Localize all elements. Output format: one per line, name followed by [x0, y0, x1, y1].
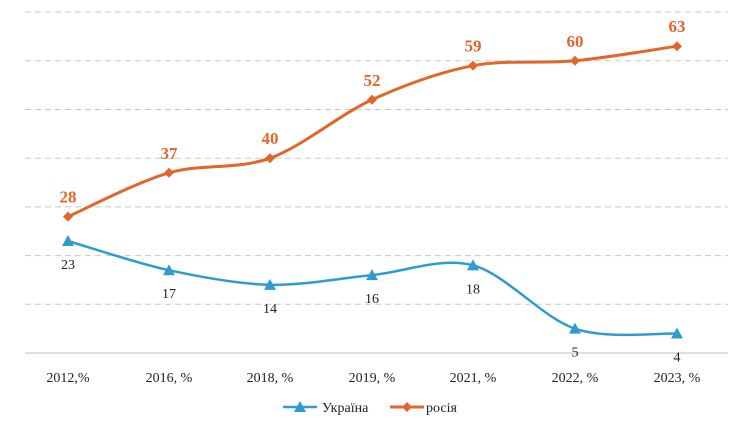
series-line-ukraine: [66, 239, 679, 337]
data-point-russia: [570, 55, 580, 66]
data-point-ukraine: [671, 327, 683, 339]
data-label-ukraine: 16: [365, 292, 379, 307]
x-tick-label: 2022, %: [552, 371, 599, 386]
x-tick-label: 2019, %: [349, 371, 396, 386]
data-label-ukraine: 14: [263, 302, 277, 317]
data-label-ukraine: 4: [674, 351, 681, 366]
data-point-ukraine: [366, 269, 378, 281]
series-ukraine: 23 17 14 16 18 5 4: [61, 234, 683, 366]
data-label-ukraine: 18: [466, 282, 480, 297]
x-tick-label: 2018, %: [247, 371, 294, 386]
data-label-russia: 60: [567, 32, 584, 51]
data-label-ukraine: 23: [61, 258, 75, 273]
data-label-russia: 37: [161, 144, 179, 163]
x-tick-label: 2012,%: [46, 371, 90, 386]
legend-marker-ukraine: [294, 401, 306, 412]
data-label-russia: 63: [669, 17, 686, 36]
data-point-ukraine: [264, 278, 276, 290]
x-axis-ticks: 2012,% 2016, % 2018, % 2019, % 2021, % 2022, …: [46, 371, 700, 386]
gridlines: [25, 11, 728, 305]
legend-marker-russia: [402, 402, 412, 412]
x-tick-label: 2021, %: [450, 371, 497, 386]
data-label-russia: 59: [465, 37, 482, 56]
data-point-russia: [468, 60, 478, 71]
data-point-russia: [164, 167, 174, 178]
data-point-russia: [63, 211, 73, 222]
data-label-russia: 52: [364, 71, 381, 90]
x-tick-label: 2023, %: [654, 371, 701, 386]
data-label-russia: 28: [60, 188, 77, 207]
data-point-ukraine: [62, 234, 74, 246]
data-point-ukraine: [467, 259, 479, 271]
data-point-russia: [672, 41, 682, 52]
legend-label-ukraine: Україна: [322, 401, 369, 416]
series-russia: 28 37 40 52 59 60 63: [60, 17, 686, 222]
data-point-ukraine: [163, 264, 175, 276]
data-point-russia: [367, 94, 377, 105]
legend: Україна росія: [283, 401, 457, 416]
data-point-russia: [265, 153, 275, 164]
legend-label-russia: росія: [426, 401, 457, 416]
data-label-russia: 40: [262, 129, 279, 148]
data-label-ukraine: 17: [162, 287, 176, 302]
data-point-ukraine: [569, 322, 581, 334]
x-tick-label: 2016, %: [146, 371, 193, 386]
data-label-ukraine: 5: [572, 346, 579, 361]
